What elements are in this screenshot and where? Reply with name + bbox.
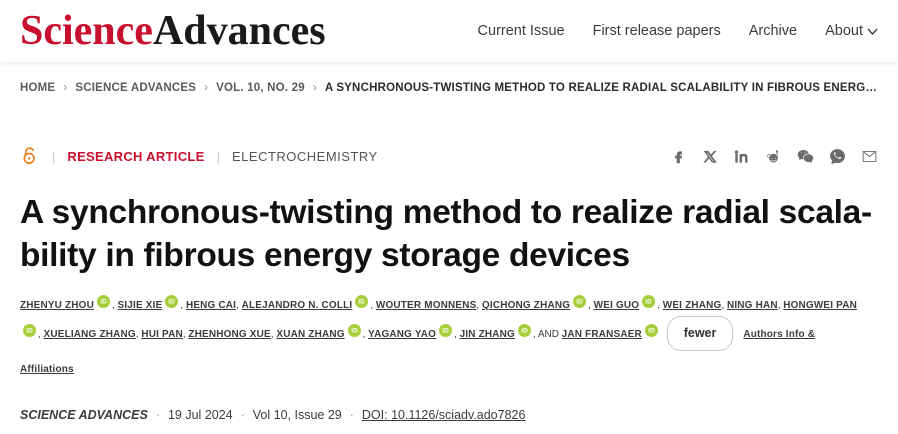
svg-text:iD: iD [442, 327, 449, 334]
svg-text:iD: iD [351, 327, 358, 334]
svg-text:iD: iD [521, 327, 528, 334]
svg-text:iD: iD [359, 298, 366, 305]
svg-text:iD: iD [169, 298, 176, 305]
svg-text:iD: iD [646, 298, 653, 305]
svg-text:iD: iD [648, 327, 655, 334]
svg-text:iD: iD [26, 327, 33, 334]
svg-text:iD: iD [576, 298, 583, 305]
svg-text:iD: iD [100, 298, 107, 305]
